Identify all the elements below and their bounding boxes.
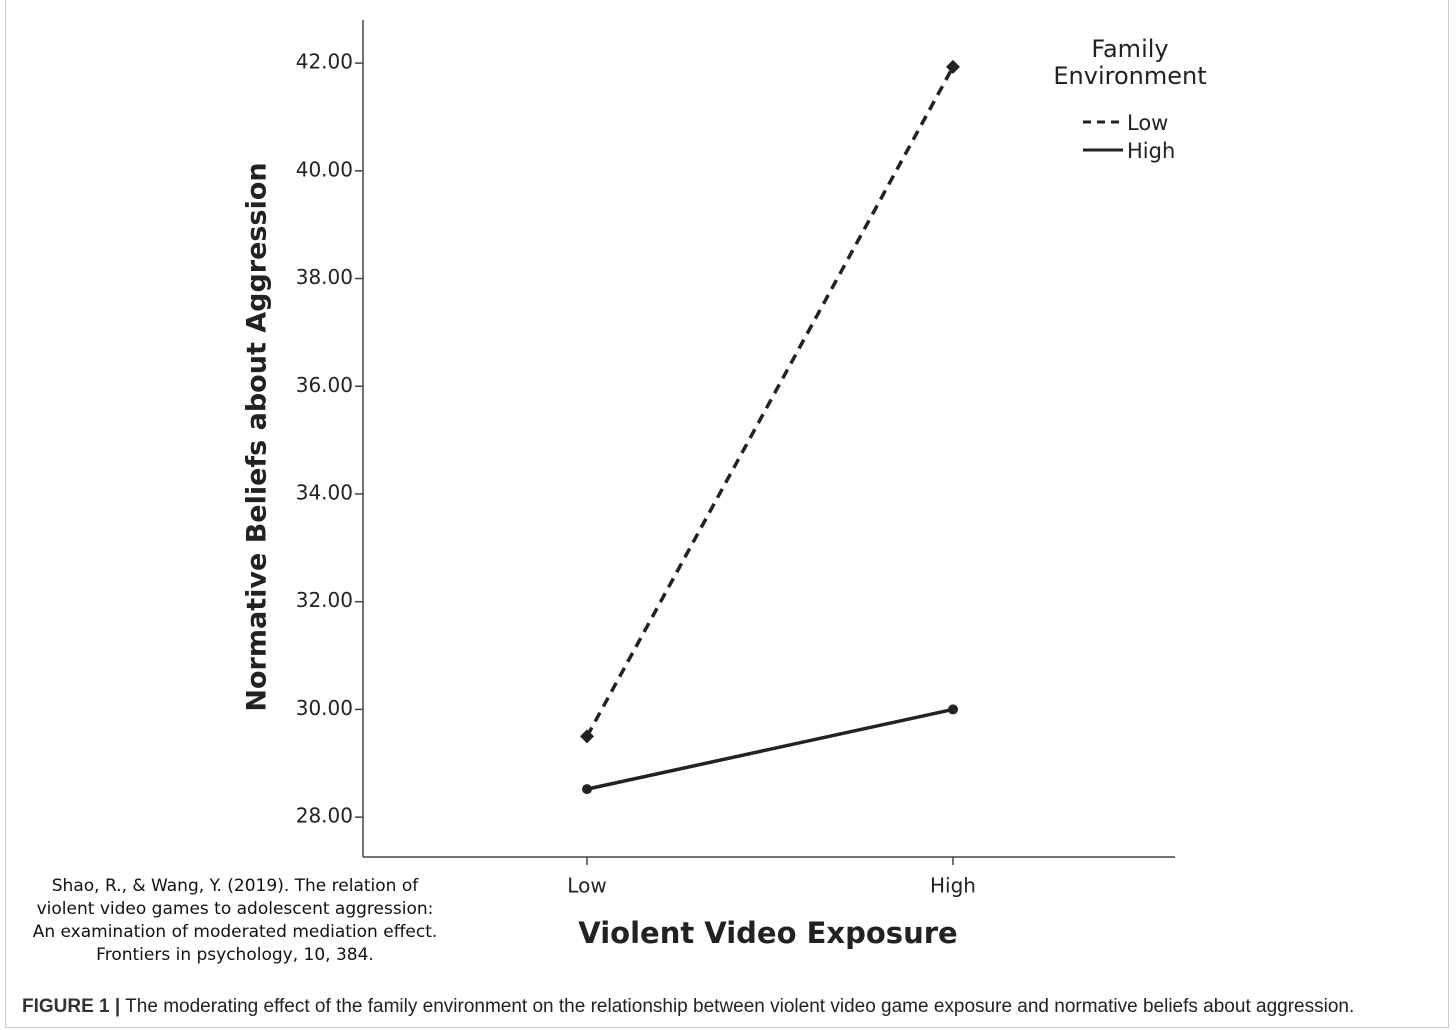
y-tick-label: 32.00	[296, 588, 353, 612]
citation-line: An examination of moderated mediation ef…	[32, 922, 438, 942]
legend-label: High	[1127, 139, 1175, 163]
marker	[946, 59, 960, 74]
citation-line: violent video games to adolescent aggres…	[36, 899, 434, 919]
x-axis-title: Violent Video Exposure	[578, 916, 957, 950]
citation: Shao, R., & Wang, Y. (2019). The relatio…	[20, 875, 450, 967]
y-tick-label: 40.00	[296, 157, 353, 181]
caption-separator: |	[114, 996, 121, 1017]
y-tick-label: 28.00	[296, 804, 353, 828]
y-axis-title: Normative Beliefs about Aggression	[242, 162, 273, 711]
y-tick-label: 36.00	[296, 373, 353, 397]
series-line	[585, 66, 955, 738]
citation-line: Frontiers in psychology, 10, 384.	[96, 945, 374, 965]
y-tick-label: 30.00	[296, 696, 353, 720]
x-tick-label: Low	[567, 874, 606, 898]
marker	[580, 729, 594, 744]
caption: FIGURE 1 | The moderating effect of the …	[22, 996, 1354, 1018]
caption-label: FIGURE 1	[22, 996, 110, 1017]
x-tick-label: High	[930, 874, 976, 898]
caption-text: The moderating effect of the family envi…	[125, 996, 1355, 1017]
marker	[582, 784, 592, 795]
series-line	[586, 707, 954, 791]
legend-title: Family Environment	[1053, 35, 1207, 90]
y-tick-label: 42.00	[296, 50, 353, 74]
y-tick-label: 34.00	[296, 480, 353, 504]
frame	[5, 0, 1449, 1028]
citation-line: Shao, R., & Wang, Y. (2019). The relatio…	[51, 876, 419, 896]
marker	[948, 704, 958, 715]
legend-label: Low	[1127, 111, 1168, 135]
y-tick-label: 38.00	[296, 265, 353, 289]
